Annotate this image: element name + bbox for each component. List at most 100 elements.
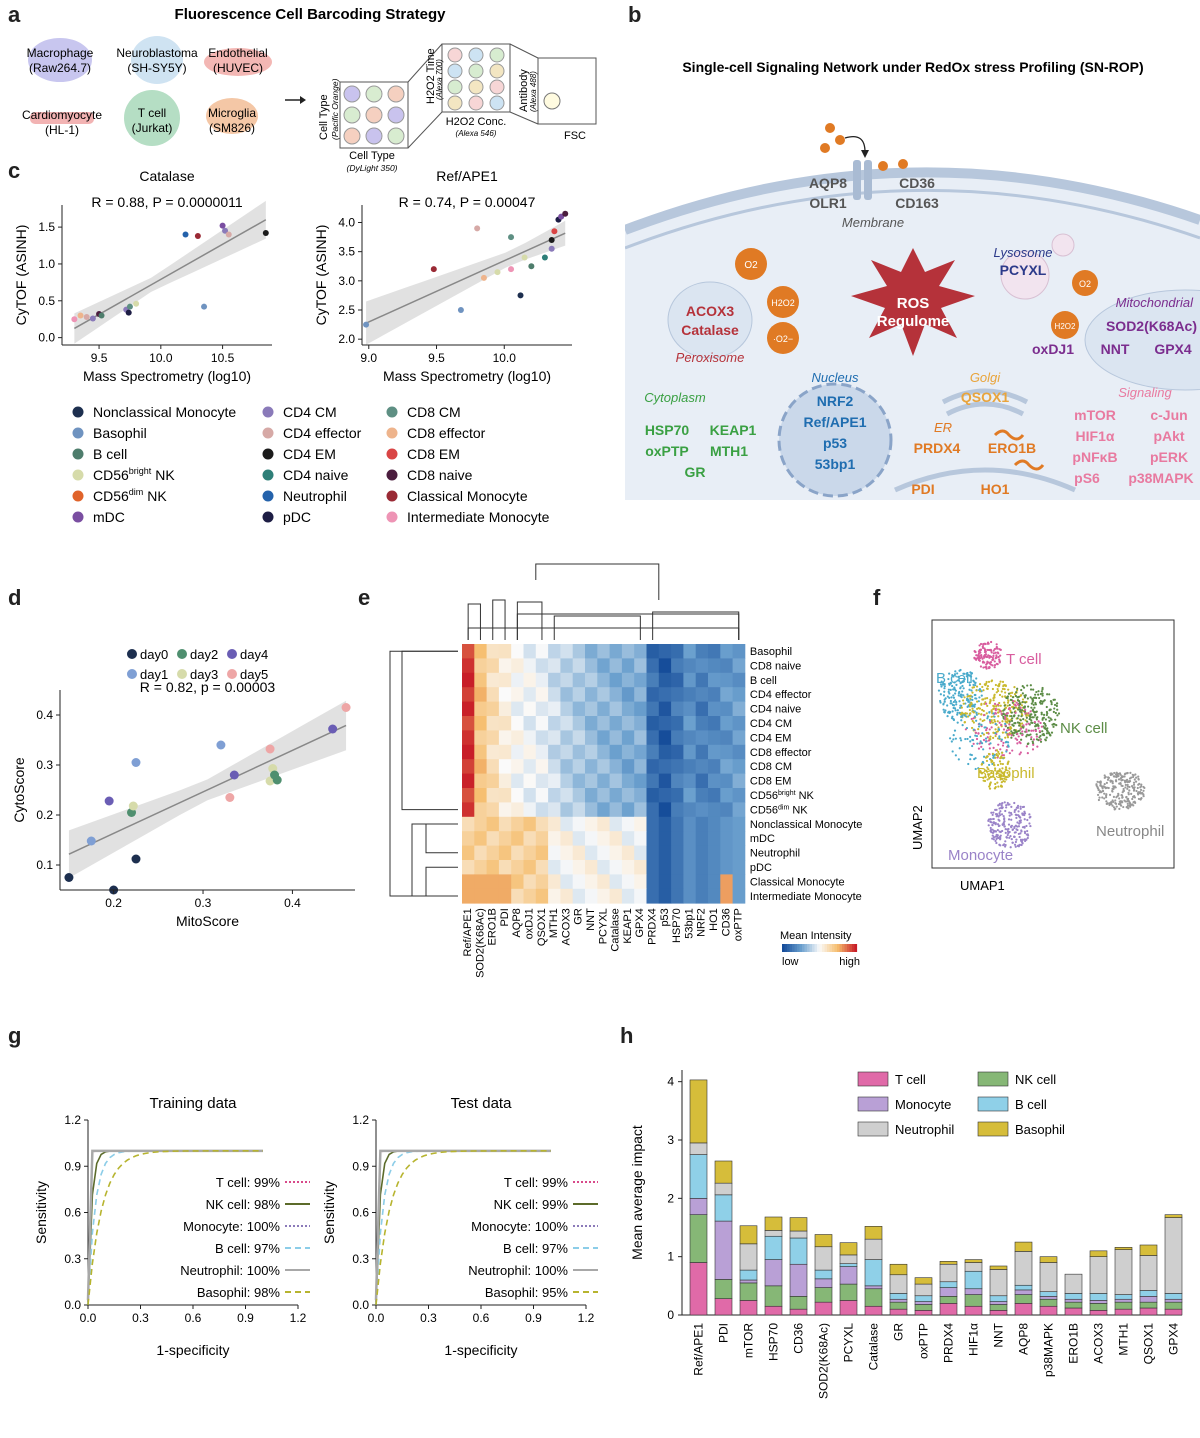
heatmap-cell (683, 788, 697, 803)
legend-swatch (977, 1096, 1009, 1112)
umap-point (966, 737, 969, 741)
heatmap-cell (585, 816, 598, 832)
heatmap-col-label: CD36 (720, 908, 732, 936)
umap-point (1114, 779, 1118, 782)
umap-point (978, 690, 982, 693)
umap-point (1004, 684, 1008, 688)
legend-marker (262, 448, 274, 460)
heatmap-cell (548, 845, 561, 861)
heatmap-cell (548, 816, 561, 832)
data-point (83, 314, 90, 320)
umap-point (1033, 720, 1036, 724)
x-tick-label: HIF1α (967, 1323, 981, 1356)
bar-segment (1114, 1247, 1133, 1250)
heatmap-cell (658, 687, 672, 702)
heatmap-col-label: MTH1 (548, 908, 560, 938)
umap-point (981, 685, 984, 689)
umap-point (1124, 786, 1127, 789)
umap-point (977, 653, 980, 656)
umap-point (1000, 755, 1003, 758)
heatmap-cell (732, 888, 746, 904)
umap-point (1046, 727, 1049, 730)
heatmap-cell (523, 802, 537, 818)
umap-point (1125, 772, 1129, 775)
channel-icon (864, 160, 872, 200)
panel-d-scatter: 0.2 0.3 0.40.10.20.30.4R = 0.82, p = 0.000… (11, 647, 355, 929)
umap-point (1117, 778, 1121, 781)
bar-segment (814, 1287, 833, 1303)
umap-point (989, 648, 992, 651)
umap-point (992, 736, 995, 739)
heatmap-cell (523, 888, 537, 904)
heatmap-cell (523, 658, 537, 674)
umap-point (1014, 813, 1017, 816)
legend-label: Basophil (93, 425, 147, 441)
heatmap-cell (695, 730, 709, 746)
umap-point (997, 689, 1000, 693)
umap-point (1103, 792, 1106, 795)
y-tick-label: 1.0 (38, 257, 55, 271)
heatmap-cell (658, 860, 672, 875)
umap-point (1137, 793, 1140, 796)
bar-segment (1089, 1300, 1108, 1304)
umap-point (991, 721, 995, 724)
umap-point (951, 684, 954, 688)
heatmap-cell (658, 802, 672, 818)
bar-segment (789, 1217, 808, 1232)
heatmap-cell (462, 759, 475, 774)
umap-point (1039, 699, 1042, 703)
heatmap-cell (548, 831, 561, 846)
membrane-protein-3: CD163 (895, 195, 939, 211)
heatmap-cell (511, 802, 524, 818)
umap-point (1001, 720, 1004, 723)
umap-point (981, 646, 985, 649)
nucleus-label: Nucleus (812, 370, 859, 385)
umap-point (1124, 783, 1127, 787)
umap-point (1113, 808, 1116, 811)
umap-point (1006, 714, 1009, 717)
legend-label: Classical Monocyte (407, 488, 528, 504)
umap-point (1015, 828, 1018, 831)
color-scale-bar (854, 944, 858, 952)
membrane-protein-2: OLR1 (809, 195, 847, 211)
bar-segment (914, 1277, 933, 1285)
umap-point (944, 709, 947, 712)
umap-point (961, 699, 965, 702)
heatmap-cell (560, 816, 574, 832)
umap-point (987, 680, 991, 683)
heatmap-cell (585, 759, 598, 774)
umap-point (939, 693, 942, 696)
umap-point (1038, 696, 1041, 700)
bar-segment (1014, 1294, 1033, 1304)
x-tick-label: ERO1B (1067, 1323, 1081, 1364)
heatmap-cell (621, 687, 635, 702)
bar-segment (1164, 1301, 1183, 1310)
heatmap-cell (474, 658, 487, 674)
umap-point (986, 685, 990, 688)
umap-point (1128, 777, 1132, 780)
umap-point (956, 709, 959, 712)
umap-point (1120, 784, 1123, 787)
x-axis-label: MitoScore (176, 913, 239, 929)
umap-point (997, 728, 1000, 731)
heatmap-cell (609, 860, 623, 875)
data-point (548, 237, 555, 243)
umap-point (977, 728, 980, 731)
heatmap-cell (462, 672, 475, 688)
umap-point (1028, 816, 1031, 819)
panel-label-a: a (8, 2, 21, 27)
umap-point (1019, 719, 1022, 722)
umap-point (949, 681, 952, 684)
umap-point (1003, 843, 1006, 846)
umap-point (1030, 729, 1033, 732)
umap-point (996, 651, 999, 654)
umap-point (1140, 783, 1143, 786)
umap-point (1117, 802, 1121, 806)
umap-point (1129, 804, 1132, 807)
umap-point (960, 711, 964, 714)
umap-point (1006, 771, 1009, 774)
heatmap-cell (474, 860, 487, 875)
heatmap-cell (511, 874, 524, 890)
bar-segment (864, 1226, 883, 1240)
heatmap-cell (634, 860, 647, 875)
